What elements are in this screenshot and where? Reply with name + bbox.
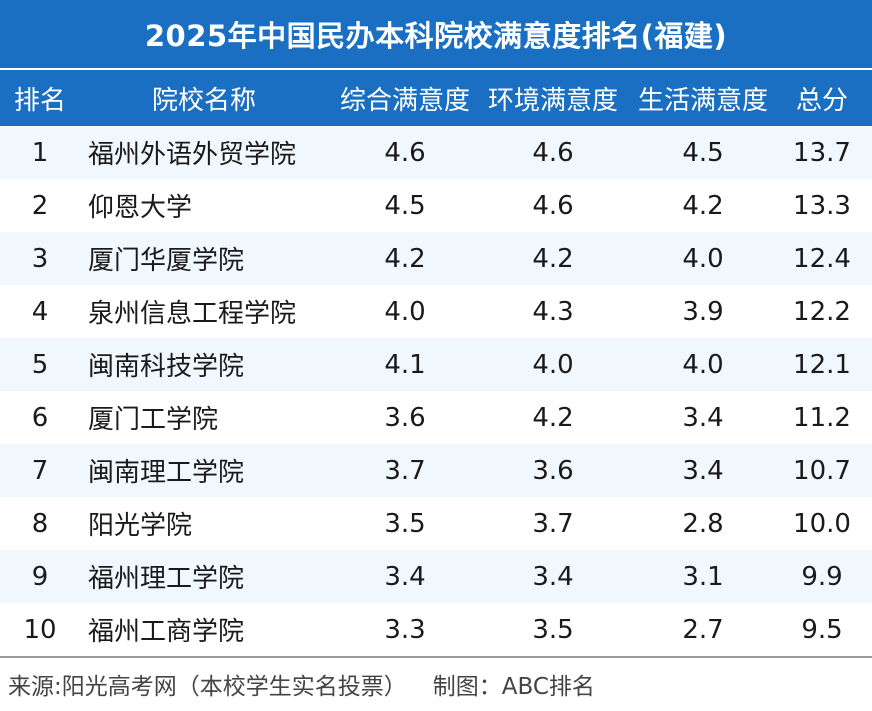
rank-cell: 7 xyxy=(31,455,49,486)
footer: 来源:阳光高考网（本校学生实名投票） 制图：ABC排名 xyxy=(8,664,595,704)
school-cell: 福州理工学院 xyxy=(88,564,245,594)
environment-cell: 3.6 xyxy=(532,455,574,486)
total-cell: 12.2 xyxy=(793,296,851,327)
table-row: 5 闽南科技学院 4.1 4.0 4.0 12.1 xyxy=(0,338,872,391)
total-cell: 9.9 xyxy=(801,561,843,592)
life-cell: 4.0 xyxy=(682,349,724,380)
table-title: 2025年中国民办本科院校满意度排名(福建) xyxy=(144,19,728,53)
environment-cell: 4.3 xyxy=(532,296,574,327)
school-cell: 闽南理工学院 xyxy=(88,458,245,488)
rank-cell: 2 xyxy=(31,190,49,221)
life-cell: 2.7 xyxy=(682,614,724,645)
table-row: 2 仰恩大学 4.5 4.6 4.2 13.3 xyxy=(0,179,872,232)
environment-cell: 3.4 xyxy=(532,561,574,592)
overall-cell: 4.6 xyxy=(384,137,426,168)
environment-cell: 4.6 xyxy=(532,137,574,168)
total-cell: 12.1 xyxy=(793,349,851,380)
overall-cell: 4.0 xyxy=(384,296,426,327)
life-cell: 4.5 xyxy=(682,137,724,168)
header-environment: 环境满意度 xyxy=(487,85,618,116)
environment-cell: 3.7 xyxy=(532,508,574,539)
total-cell: 12.4 xyxy=(793,243,851,274)
header-overall: 综合满意度 xyxy=(339,85,470,116)
table-body: 1 福州外语外贸学院 4.6 4.6 4.5 13.7 2 仰恩大学 4.5 4… xyxy=(0,126,872,656)
environment-cell: 4.0 xyxy=(532,349,574,380)
overall-cell: 3.3 xyxy=(384,614,426,645)
life-cell: 4.0 xyxy=(682,243,724,274)
title-bar: 2025年中国民办本科院校满意度排名(福建) xyxy=(0,0,872,68)
table-header-row: 排名 院校名称 综合满意度 环境满意度 生活满意度 总分 xyxy=(0,70,872,126)
environment-cell: 4.2 xyxy=(532,243,574,274)
table-row: 6 厦门工学院 3.6 4.2 3.4 11.2 xyxy=(0,391,872,444)
source-note: 来源:阳光高考网（本校学生实名投票） xyxy=(8,674,407,700)
life-cell: 3.9 xyxy=(682,296,724,327)
environment-cell: 4.2 xyxy=(532,402,574,433)
life-cell: 2.8 xyxy=(682,508,724,539)
table-row: 10 福州工商学院 3.3 3.5 2.7 9.5 xyxy=(0,603,872,656)
life-cell: 3.4 xyxy=(682,455,724,486)
total-cell: 13.7 xyxy=(793,137,851,168)
environment-cell: 3.5 xyxy=(532,614,574,645)
total-cell: 9.5 xyxy=(801,614,843,645)
school-cell: 闽南科技学院 xyxy=(88,352,245,382)
rank-cell: 6 xyxy=(31,402,49,433)
total-cell: 10.7 xyxy=(793,455,851,486)
overall-cell: 3.7 xyxy=(384,455,426,486)
life-cell: 4.2 xyxy=(682,190,724,221)
table-row: 8 阳光学院 3.5 3.7 2.8 10.0 xyxy=(0,497,872,550)
rank-cell: 4 xyxy=(31,296,49,327)
credit-note: 制图：ABC排名 xyxy=(432,674,595,700)
table-row: 9 福州理工学院 3.4 3.4 3.1 9.9 xyxy=(0,550,872,603)
header-life: 生活满意度 xyxy=(637,85,768,116)
overall-cell: 4.1 xyxy=(384,349,426,380)
rank-cell: 8 xyxy=(31,508,49,539)
overall-cell: 3.5 xyxy=(384,508,426,539)
rank-cell: 10 xyxy=(23,614,57,645)
school-cell: 阳光学院 xyxy=(88,511,193,541)
school-cell: 厦门工学院 xyxy=(88,405,219,435)
school-cell: 仰恩大学 xyxy=(88,193,193,223)
header-rank: 排名 xyxy=(13,85,66,116)
total-cell: 13.3 xyxy=(793,190,851,221)
rank-cell: 1 xyxy=(31,137,49,168)
rank-cell: 3 xyxy=(31,243,49,274)
school-cell: 福州外语外贸学院 xyxy=(88,140,297,170)
table-row: 4 泉州信息工程学院 4.0 4.3 3.9 12.2 xyxy=(0,285,872,338)
school-cell: 福州工商学院 xyxy=(88,617,245,647)
rank-cell: 5 xyxy=(31,349,49,380)
overall-cell: 3.4 xyxy=(384,561,426,592)
header-school: 院校名称 xyxy=(152,85,257,116)
table-row: 1 福州外语外贸学院 4.6 4.6 4.5 13.7 xyxy=(0,126,872,179)
table-row: 7 闽南理工学院 3.7 3.6 3.4 10.7 xyxy=(0,444,872,497)
school-cell: 泉州信息工程学院 xyxy=(88,299,297,329)
overall-cell: 4.5 xyxy=(384,190,426,221)
life-cell: 3.1 xyxy=(682,561,724,592)
life-cell: 3.4 xyxy=(682,402,724,433)
total-cell: 10.0 xyxy=(793,508,851,539)
overall-cell: 3.6 xyxy=(384,402,426,433)
table-row: 3 厦门华厦学院 4.2 4.2 4.0 12.4 xyxy=(0,232,872,285)
header-total: 总分 xyxy=(795,85,848,116)
rank-cell: 9 xyxy=(31,561,49,592)
footer-divider xyxy=(0,656,872,658)
environment-cell: 4.6 xyxy=(532,190,574,221)
school-cell: 厦门华厦学院 xyxy=(88,246,245,276)
total-cell: 11.2 xyxy=(793,402,851,433)
overall-cell: 4.2 xyxy=(384,243,426,274)
